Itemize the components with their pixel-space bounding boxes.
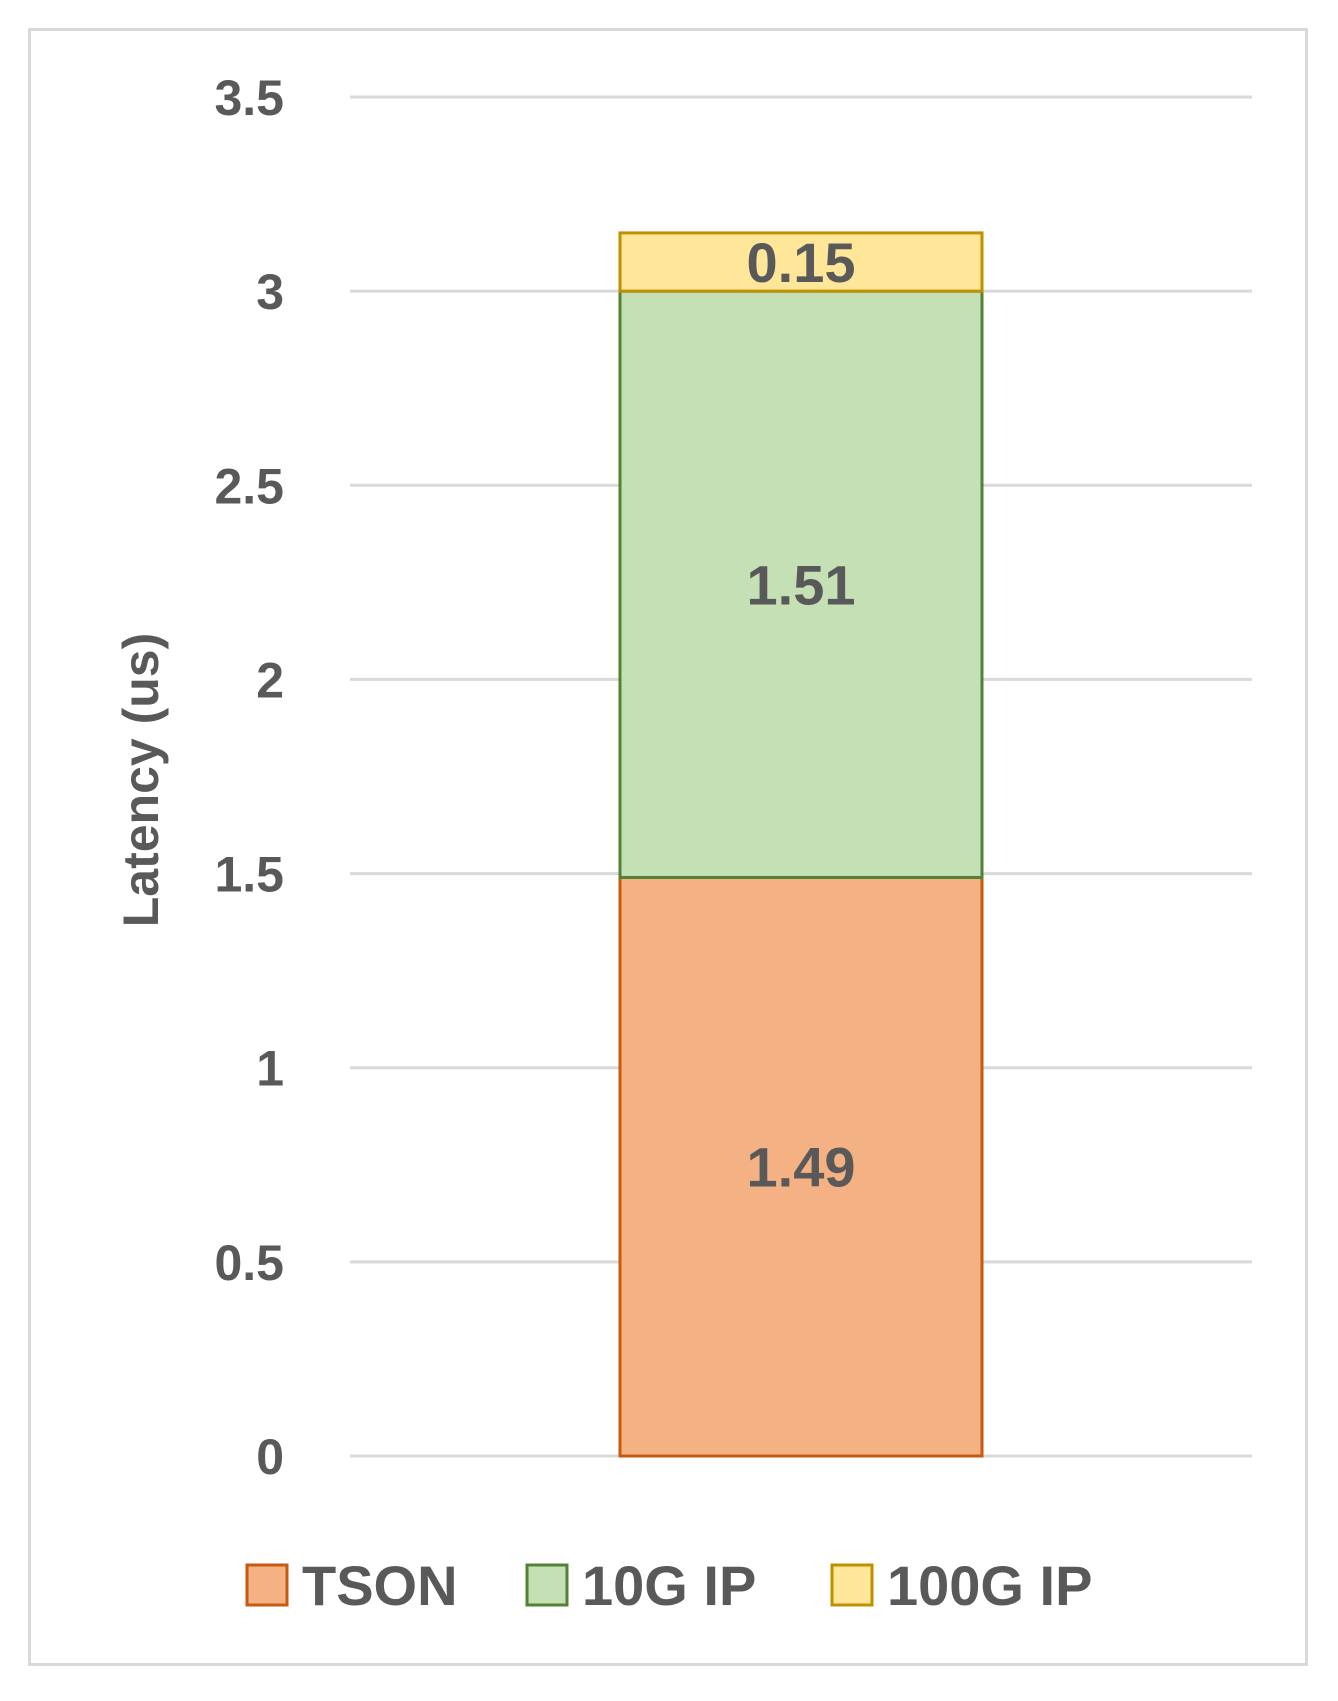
legend-label: TSON <box>302 1554 458 1617</box>
y-axis-ticks: 0 0.5 1 1.5 2 2.5 3 3.5 <box>214 70 284 1485</box>
legend: TSON 10G IP 100G IP <box>245 1554 1092 1617</box>
y-tick-label: 2.5 <box>214 458 284 514</box>
bar-segment-tson <box>618 875 984 1458</box>
y-tick-label: 0.5 <box>214 1235 284 1291</box>
y-tick-label: 3.5 <box>214 70 284 126</box>
legend-swatch <box>245 1563 289 1607</box>
bar-segment-100g-ip <box>618 231 984 293</box>
data-labels: 1.49 1.51 0.15 <box>747 231 856 1199</box>
legend-label: 100G IP <box>887 1554 1092 1617</box>
data-label: 1.49 <box>747 1136 856 1199</box>
y-tick-label: 1 <box>256 1041 284 1097</box>
legend-label: 10G IP <box>582 1554 756 1617</box>
legend-swatch <box>525 1563 569 1607</box>
data-label: 0.15 <box>747 231 856 294</box>
bar-segment-10g-ip <box>618 289 984 879</box>
legend-swatch <box>830 1563 874 1607</box>
y-tick-label: 1.5 <box>214 847 284 903</box>
y-tick-label: 0 <box>256 1429 284 1485</box>
y-tick-label: 2 <box>256 652 284 708</box>
y-axis-title: Latency (us) <box>113 633 169 928</box>
data-label: 1.51 <box>747 553 856 616</box>
bar-stack <box>618 231 984 1458</box>
y-tick-label: 3 <box>256 264 284 320</box>
